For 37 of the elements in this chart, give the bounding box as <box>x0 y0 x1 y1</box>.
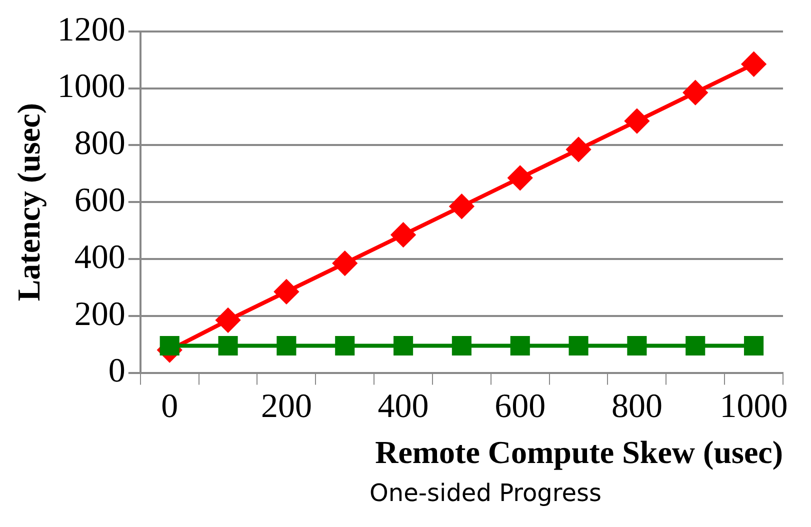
y-tick-label: 1200 <box>57 11 126 48</box>
point <box>274 280 298 304</box>
point <box>683 80 708 105</box>
y-tick-label: 600 <box>74 182 126 220</box>
point <box>627 336 647 356</box>
point <box>218 336 238 356</box>
point <box>566 137 591 162</box>
x-tick-label: 400 <box>378 388 429 426</box>
point <box>742 52 766 76</box>
point <box>568 336 588 356</box>
point <box>510 336 530 356</box>
y-tick-label: 800 <box>74 125 126 162</box>
y-axis-title: Latency (usec) <box>10 103 46 302</box>
point <box>276 336 296 356</box>
x-tick-label: 0 <box>161 388 178 426</box>
point <box>391 222 416 247</box>
y-tick-label: 0 <box>108 352 126 390</box>
point <box>452 336 472 356</box>
text: One-sided Progress <box>368 478 602 508</box>
x-tick-label: 800 <box>611 388 662 426</box>
point <box>335 336 355 356</box>
point <box>624 109 649 134</box>
x-axis-title: Remote Compute Skew (usec) <box>375 434 783 470</box>
point <box>160 336 180 356</box>
y-tick-label: 200 <box>74 296 126 333</box>
point <box>450 194 474 218</box>
point <box>508 166 532 190</box>
y-tick-label: 400 <box>74 238 126 276</box>
point <box>394 336 414 356</box>
x-tick-label: 1000 <box>720 388 788 426</box>
x-tick-label: 200 <box>260 388 312 426</box>
point <box>216 308 240 332</box>
x-tick-label: 600 <box>494 388 546 426</box>
point <box>332 251 357 276</box>
point <box>686 336 706 356</box>
y-tick-label: 1000 <box>57 68 126 106</box>
point <box>744 336 764 356</box>
